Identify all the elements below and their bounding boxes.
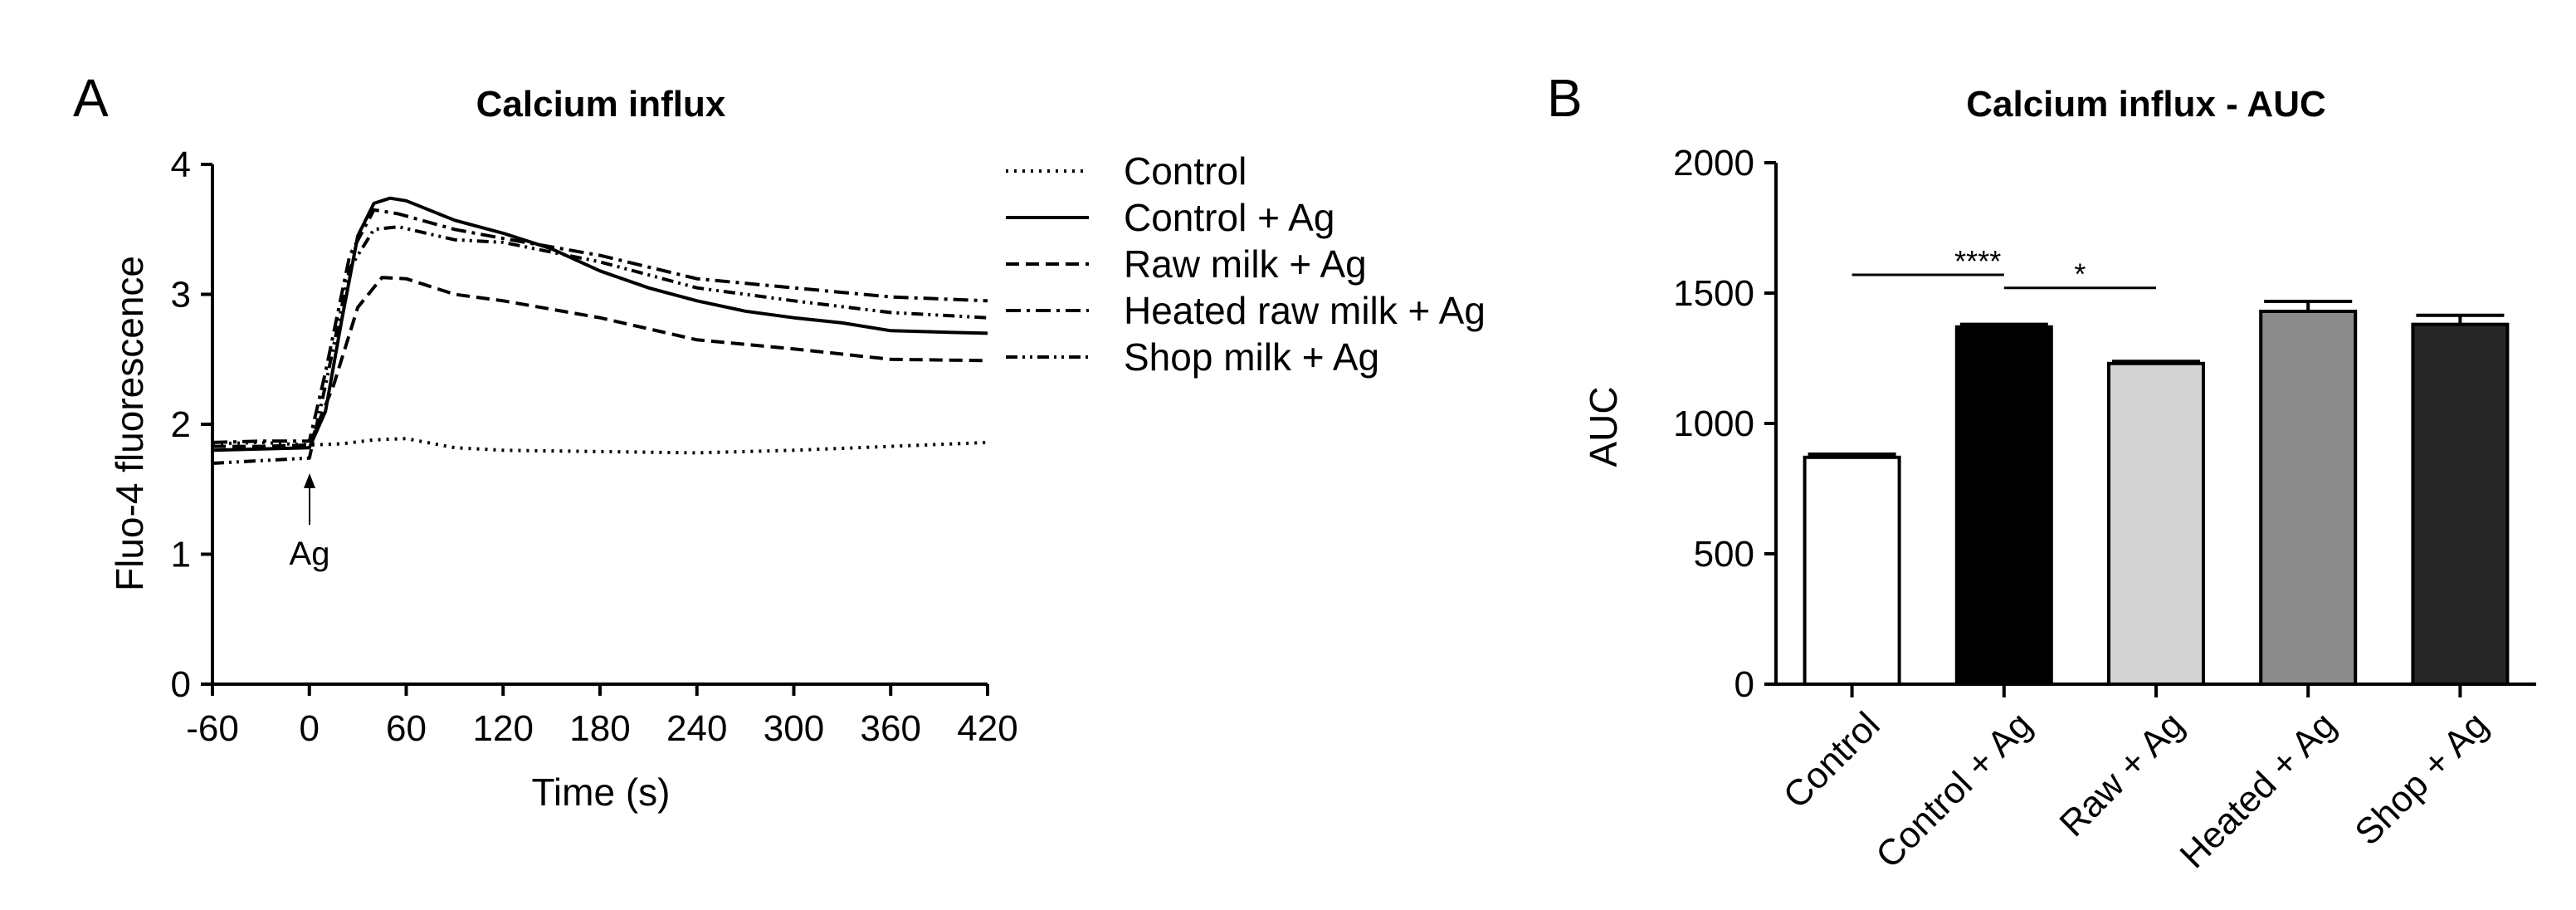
line-series-group xyxy=(212,196,988,465)
bar-y-tick-label: 1500 xyxy=(1673,273,1754,314)
bar-y-tick-label: 1000 xyxy=(1673,404,1754,444)
bar-4 xyxy=(2411,322,2510,686)
line-y-tick-label: 3 xyxy=(171,275,191,316)
bar-category-label-2: Raw + Ag xyxy=(2052,704,2192,844)
panel-a-letter: A xyxy=(73,68,109,128)
line-y-tick-label: 0 xyxy=(171,664,191,705)
bar-2 xyxy=(2107,361,2205,686)
bar-category-label-0: Control xyxy=(1776,704,1888,816)
panel-b: B Calcium influx - AUC AUC 0 500 1000 1500 2… xyxy=(1547,68,2536,876)
bar-0 xyxy=(1803,455,1901,686)
line-y-tick-label: 4 xyxy=(171,144,191,185)
bar-1 xyxy=(1954,325,2053,686)
line-x-tick-label: -60 xyxy=(186,708,239,749)
bar-marks-group xyxy=(1803,300,2510,686)
significance-label-0: **** xyxy=(1954,244,2001,278)
legend-label-3: Heated raw milk + Ag xyxy=(1124,289,1486,332)
bar-category-label-4: Shop + Ag xyxy=(2347,704,2496,853)
panel-b-letter: B xyxy=(1547,68,1583,128)
line-x-tick-label: 300 xyxy=(764,708,824,749)
significance-group: **** * xyxy=(1852,244,2156,291)
ag-annotation: Ag xyxy=(290,473,330,572)
line-x-tick-label: 420 xyxy=(957,708,1017,749)
panel-a: A Calcium influx Fluo-4 fluorescence Tim… xyxy=(73,68,1486,814)
line-y-tick-label: 2 xyxy=(171,404,191,445)
series-line-4 xyxy=(212,225,988,465)
line-x-tick-label: 60 xyxy=(386,708,427,749)
legend-label-1: Control + Ag xyxy=(1124,196,1334,239)
series-line-3 xyxy=(212,208,988,444)
bar-category-label-1: Control + Ag xyxy=(1868,704,2040,876)
bar-y-tick-label: 500 xyxy=(1694,534,1754,575)
series-line-0 xyxy=(212,437,988,455)
series-line-1 xyxy=(212,196,988,453)
line-x-tick-label: 180 xyxy=(569,708,630,749)
bar-y-tick-label: 2000 xyxy=(1673,143,1754,183)
significance-label-1: * xyxy=(2074,257,2086,291)
legend-label-4: Shop milk + Ag xyxy=(1124,335,1379,379)
bar-y-tick-label: 0 xyxy=(1734,664,1754,705)
line-y-axis-title: Fluo-4 fluorescence xyxy=(108,256,151,591)
line-x-tick-label: 120 xyxy=(473,708,534,749)
bar-3 xyxy=(2259,309,2358,686)
legend-label-0: Control xyxy=(1124,149,1247,193)
bar-y-axis-title: AUC xyxy=(1582,386,1625,467)
ag-arrowhead xyxy=(304,473,315,488)
line-x-tick-label: 240 xyxy=(666,708,727,749)
line-x-tick-label: 0 xyxy=(300,708,320,749)
ag-label: Ag xyxy=(290,536,330,572)
legend-label-2: Raw milk + Ag xyxy=(1124,242,1367,286)
line-y-tick-label: 1 xyxy=(171,535,191,575)
panel-a-title: Calcium influx xyxy=(476,84,726,125)
panel-b-title: Calcium influx - AUC xyxy=(1966,84,2326,125)
line-x-tick-label: 360 xyxy=(861,708,921,749)
line-x-axis-title: Time (s) xyxy=(532,771,671,814)
bar-category-label-3: Heated + Ag xyxy=(2172,704,2344,876)
